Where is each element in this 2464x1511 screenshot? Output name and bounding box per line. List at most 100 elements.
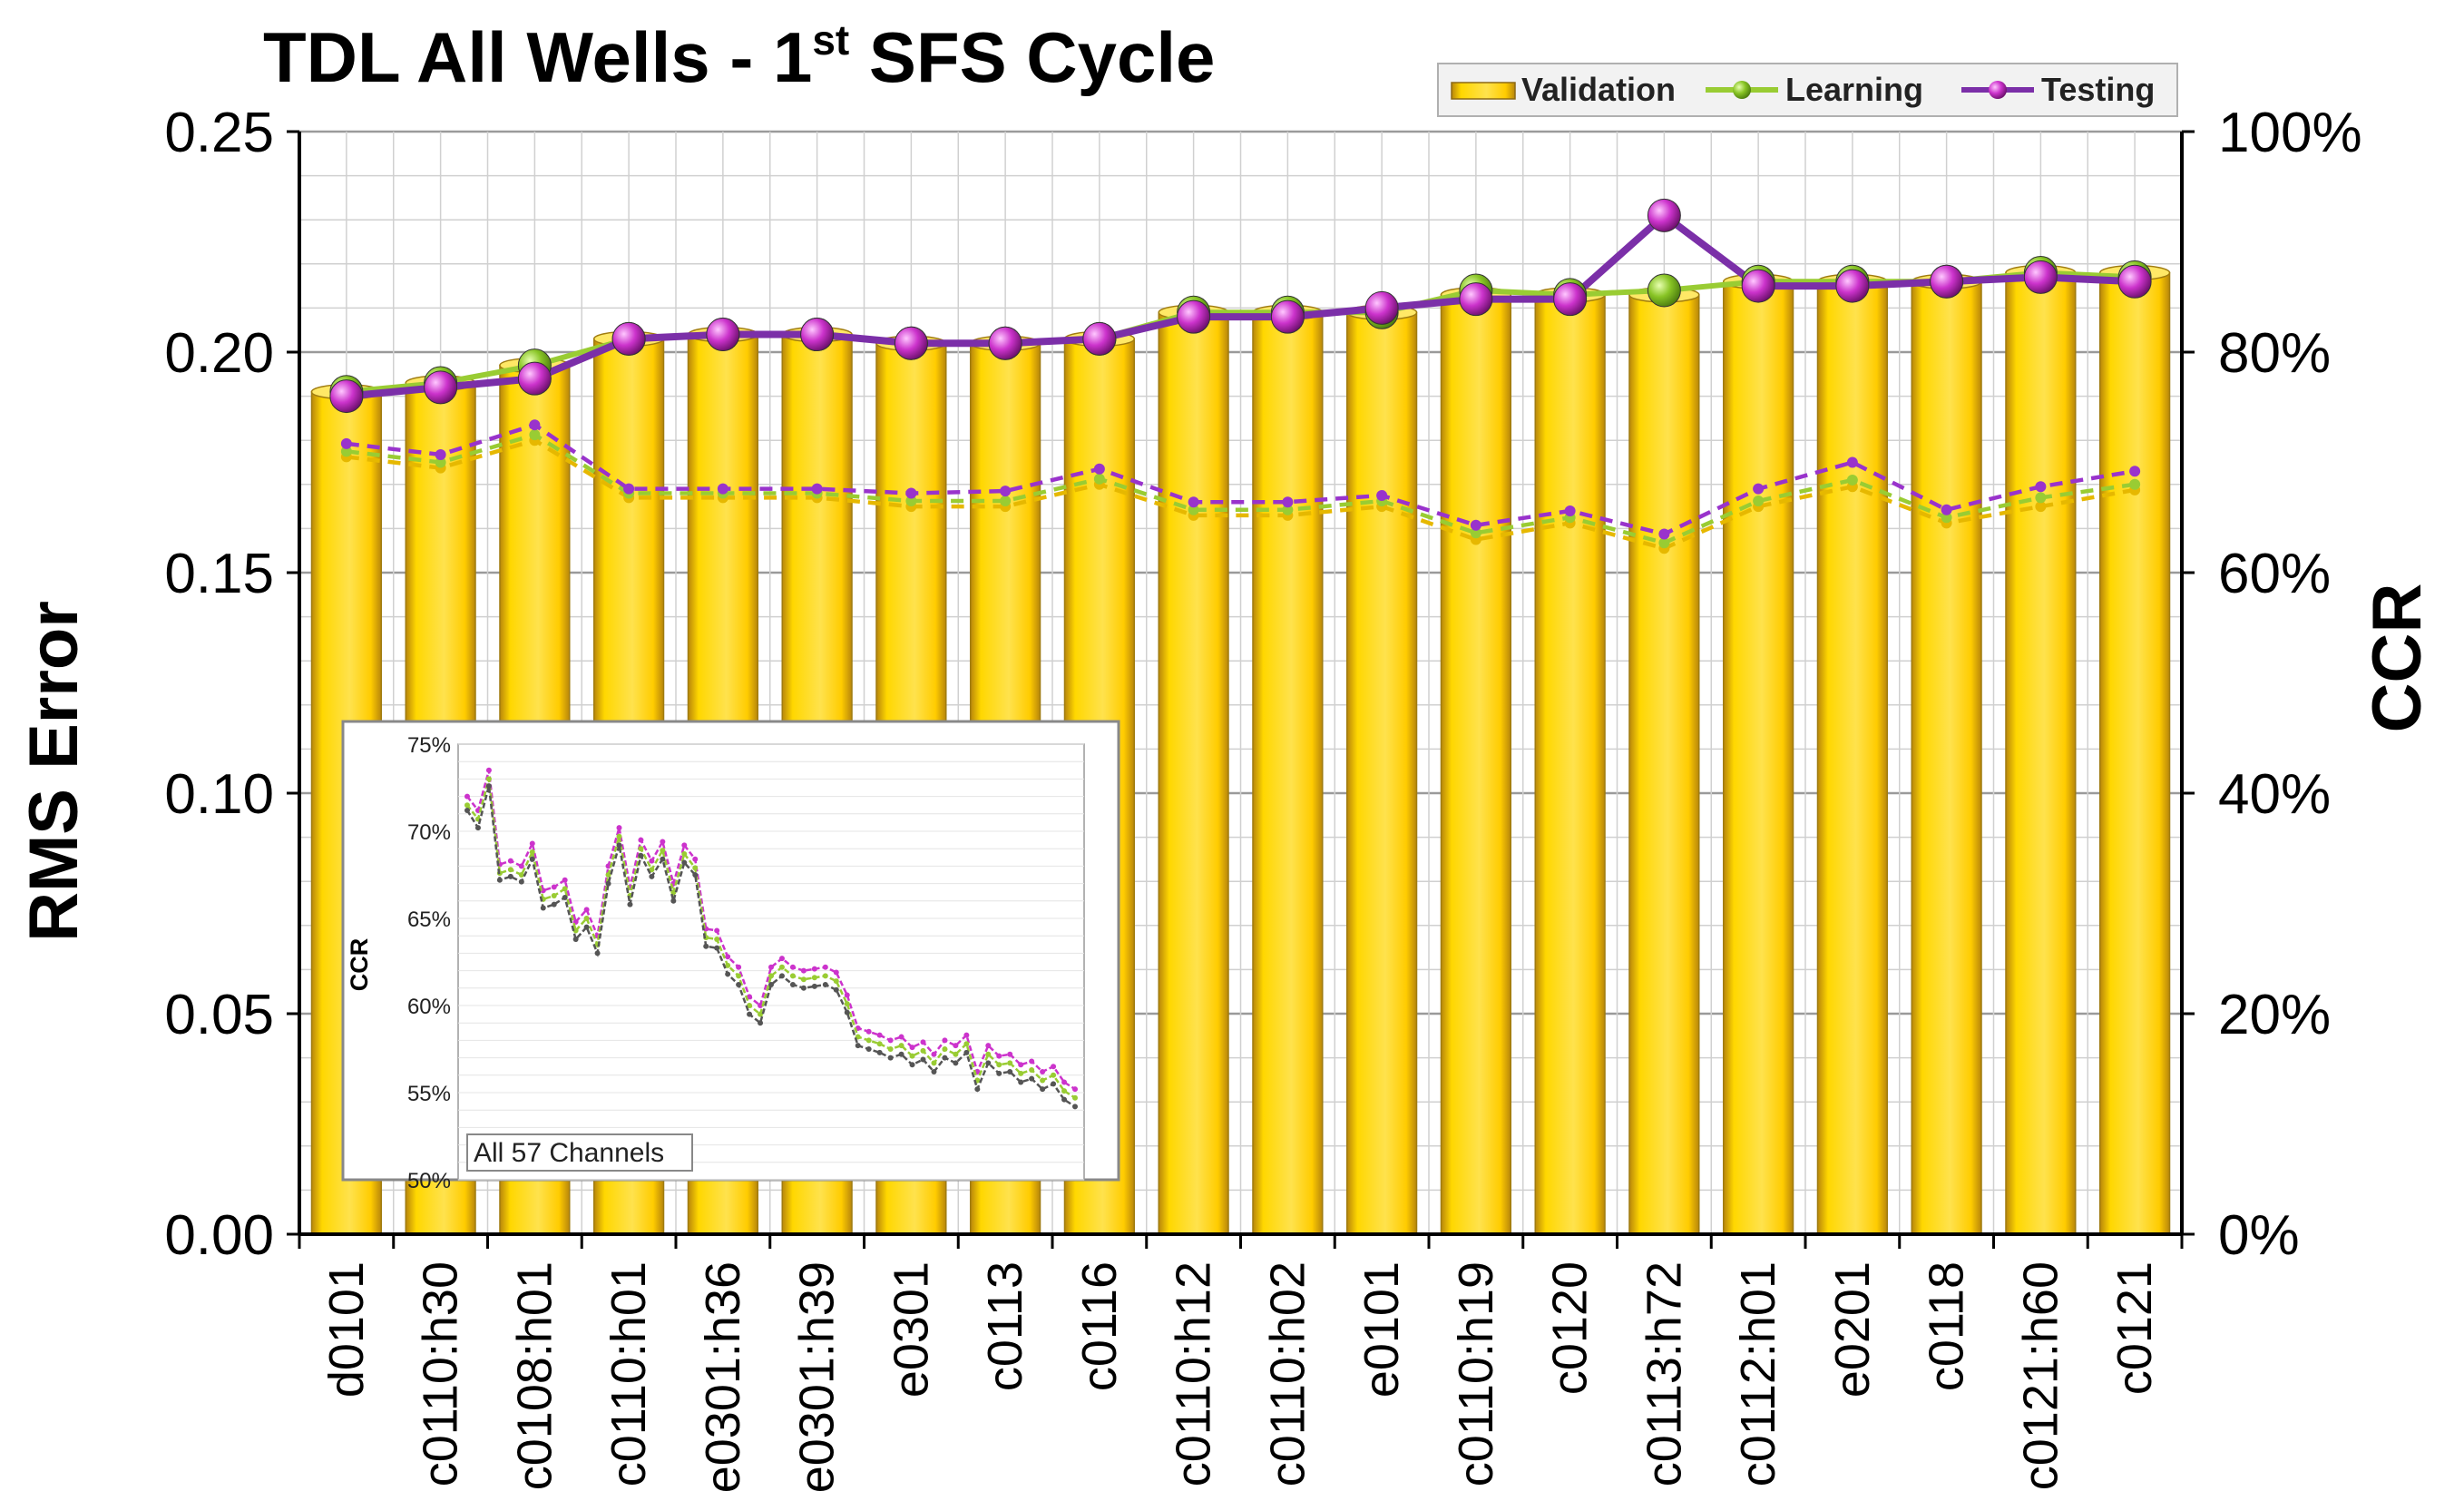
ccr-point [1188,504,1199,515]
inset-point [833,978,839,985]
y2-tick-label: 40% [2218,763,2331,826]
inset-point [898,1043,904,1049]
inset-point [660,856,666,862]
inset-point [562,886,568,892]
y-tick-label: 0.25 [164,102,274,164]
y-tick-label: 0.10 [164,763,274,826]
inset-point [627,901,633,908]
ccr-point [2035,481,2047,493]
ccr-point [1658,528,1670,540]
inset-y-tick-label: 60% [407,995,451,1019]
inset-point [789,973,796,979]
chart-title-tail: SFS Cycle [849,17,1215,97]
bar-validation [1722,280,1794,1235]
x-tick-label: c0121:h60 [2013,1261,2068,1490]
inset-point [942,1037,948,1044]
inset-point [747,1003,753,1008]
rms-point-testing [1647,198,1681,232]
ccr-line [346,437,2136,551]
inset-point [1018,1062,1024,1068]
inset-point [660,848,666,854]
rms-point-testing [1364,290,1399,325]
inset-point [725,962,731,968]
inset-point [1061,1088,1068,1094]
ccr-point [1658,537,1670,549]
inset-point [594,950,601,957]
inset-point [1072,1104,1078,1110]
inset-point [931,1068,937,1074]
ccr-point [2129,478,2141,490]
inset-y-axis-label: CCR [346,938,373,992]
ccr-point [623,483,635,495]
inset-point [800,967,807,974]
inset-point [1072,1094,1078,1101]
inset-point [953,1060,959,1066]
rms-point-learning [1647,273,1681,308]
inset-line-learning [466,779,1076,1099]
inset-point [1007,1060,1013,1066]
inset-point [811,975,817,981]
ccr-point [435,456,446,468]
inset-grid: 50% 55% 60% 65% 70% 75% [407,733,1085,1193]
inset-point [758,1020,764,1026]
inset-y-tick-label: 55% [407,1082,451,1106]
inset-point [1007,1068,1013,1074]
inset-point [833,969,839,976]
inset-point [1018,1070,1024,1076]
inset-point [518,872,524,878]
inset-point [811,966,817,972]
inset-chart: CCR 50% 55% 60% 65% 70% 75% All 57 Channels [341,720,1120,1193]
inset-point [876,1041,883,1047]
ccr-point [1188,496,1199,508]
bar-validation [1816,280,1889,1235]
inset-point [876,1049,883,1055]
x-tick-label: e0301:h39 [790,1261,845,1493]
inset-point [909,1062,915,1068]
inset-point [898,1051,904,1057]
rms-point-testing [1741,269,1775,303]
inset-point [649,867,655,873]
inset-point [974,1086,981,1093]
rms-point-testing [424,370,458,405]
bar-validation [1911,280,1982,1235]
inset-point [551,901,557,908]
ccr-point [1470,527,1481,539]
inset-point [768,964,774,970]
inset-y-tick-label: 50% [407,1169,451,1193]
inset-point [529,849,535,856]
ccr-point [905,495,917,507]
inset-point [758,1011,764,1017]
ccr-point [1941,512,1952,524]
y-tick-label: 0.00 [164,1204,274,1267]
ccr-point [2035,492,2047,504]
inset-point [649,873,655,879]
inset-annotation-box [466,1133,693,1172]
inset-point [638,852,644,859]
inset-point [768,973,774,979]
inset-point [507,867,513,873]
rms-point-testing [517,361,552,396]
inset-point [822,973,828,979]
inset-point [747,1011,753,1017]
ccr-point [2129,466,2141,477]
inset-point [920,1047,926,1054]
inset-point [963,1041,970,1047]
inset-point [996,1070,1002,1076]
ccr-point [340,446,352,457]
ccr-point [1753,495,1765,507]
inset-point [714,927,720,934]
ccr-point [811,483,823,495]
inset-point [562,894,568,900]
ccr-point [1000,486,1012,497]
ccr-point [529,419,541,431]
inset-point [714,937,720,943]
inset-point [931,1060,937,1066]
bar-validation [1628,294,1700,1235]
rms-point-testing [1459,282,1493,317]
rms-point-testing [611,321,646,356]
y-tick-label: 0.20 [164,322,274,385]
x-tick-label: c0108:h01 [507,1261,562,1490]
y2-axis-label: CCR [2359,584,2436,733]
inset-point [822,964,828,970]
legend-marker-testing [1989,81,2007,99]
